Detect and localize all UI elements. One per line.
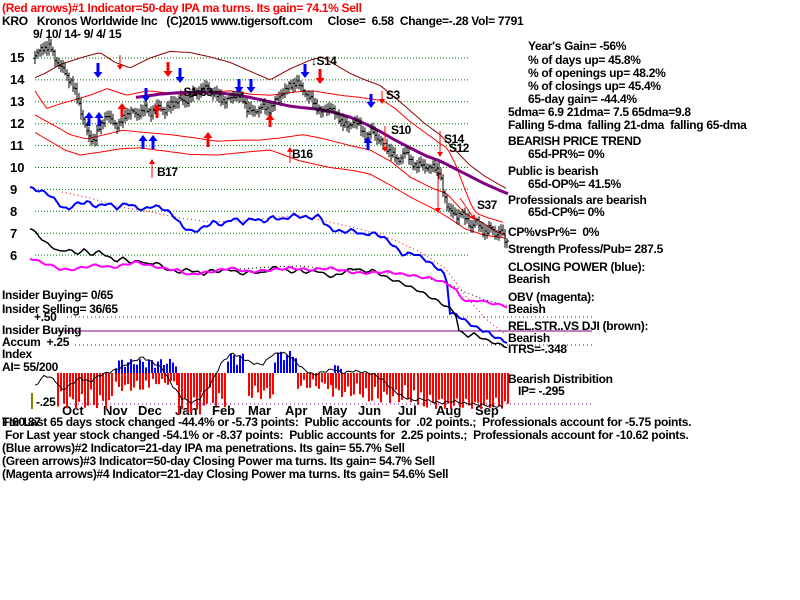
- stat-line-9: Public is bearish: [508, 164, 599, 178]
- signal-label-0: ↓S14: [311, 54, 337, 68]
- stat-line-12: 65d-CP%= 0%: [528, 205, 605, 219]
- month-mar: Mar: [248, 403, 272, 418]
- stat-line-6: Falling 5-dma falling 21-dma falling 65-…: [508, 118, 747, 132]
- indicator1-red-arrows-line: (Red arrows)#1 Indicator=50-day IPA ma t…: [2, 1, 362, 15]
- price-tick-8: 8: [10, 204, 18, 219]
- bottom-line-4: (Green arrows)#3 Indicator=50-day Closin…: [2, 454, 435, 468]
- bottom-line-3: (Blue arrows)#2 Indicator=21-day IPA ma …: [2, 441, 405, 455]
- month-dec: Dec: [138, 403, 162, 418]
- bottom-line-1: For Last 65 days stock changed -44.4% or…: [2, 415, 692, 429]
- stat-line-5: 5dma= 6.9 21dma= 7.5 65dma=9.8: [508, 105, 691, 119]
- price-tick-6: 6: [10, 248, 18, 263]
- stat-line-1: % of days up= 45.8%: [528, 53, 641, 67]
- price-tick-9: 9: [10, 182, 18, 197]
- signal-label-8: B16: [292, 147, 313, 161]
- stat-line-4: 65-day gain= -44.4%: [528, 92, 637, 106]
- signal-label-2: S3: [386, 88, 400, 102]
- price-tick-7: 7: [10, 226, 18, 241]
- signal-label-5: S12: [449, 141, 469, 155]
- stat-line-16: Bearish: [508, 272, 550, 286]
- month-may: May: [322, 403, 348, 418]
- stat-line-23: IP= -.295: [518, 384, 565, 398]
- date-range: 9/ 10/ 14- 9/ 4/ 15: [33, 27, 122, 41]
- month-aug: Aug: [436, 403, 462, 418]
- stat-line-17: OBV (magenta):: [508, 290, 595, 304]
- stat-line-15: CLOSING POWER (blue):: [508, 260, 646, 274]
- stat-line-11: Professionals are bearish: [508, 193, 647, 207]
- stat-line-10: 65d-OP%= 41.5%: [528, 177, 621, 191]
- stat-line-8: 65d-PR%= 0%: [528, 147, 605, 161]
- price-tick-15: 15: [10, 50, 25, 65]
- stat-line-14: Strength Profess/Pub= 287.5: [508, 242, 663, 256]
- price-tick-11: 11: [10, 138, 24, 153]
- signal-label-6: S37: [477, 198, 497, 212]
- stat-line-2: % of openings up= 48.2%: [528, 66, 666, 80]
- stat-line-13: CP%vsPr%= 0%: [508, 225, 600, 239]
- left-label-3: Insider Buying: [2, 323, 82, 337]
- month-feb: Feb: [212, 403, 236, 418]
- month-nov: Nov: [103, 403, 128, 418]
- signal-label-4: S14: [444, 132, 464, 146]
- left-label-5: Index: [2, 347, 32, 361]
- price-tick-13: 13: [10, 94, 25, 109]
- bottom-line-5: (Magenta arrows)#4 Indicator=21-day Clos…: [2, 467, 449, 481]
- signal-label-1: ↓S1 63: [178, 85, 213, 99]
- left-label-0: Insider Buying= 0/65: [2, 288, 114, 302]
- stat-line-19: REL.STR..VS DJI (brown):: [508, 319, 649, 333]
- left-label-1: Insider Selling= 36/65: [2, 302, 118, 316]
- left-label-6: AI= 55/200: [2, 360, 59, 374]
- bottom-line-0: TI60.87: [2, 415, 41, 429]
- price-tick-12: 12: [10, 116, 25, 131]
- stat-line-3: % of closings up= 45.4%: [528, 79, 661, 93]
- signal-label-7: B17: [157, 165, 178, 179]
- month-jul: Jul: [398, 403, 417, 418]
- left-label-7: -.25: [36, 395, 56, 409]
- stat-line-21: ITRS=-.348: [508, 342, 567, 356]
- stat-line-22: Bearish Distribition: [508, 372, 613, 386]
- stat-line-18: Beaish: [508, 302, 546, 316]
- bottom-line-2: For Last year stock changed -54.1% or -8…: [2, 428, 689, 442]
- left-label-2: +.50: [34, 310, 57, 324]
- ticker-title-line: KRO Kronos Worldwide Inc (C)2015 www.tig…: [2, 14, 524, 28]
- signal-label-3: S10: [391, 123, 411, 137]
- month-jun: Jun: [358, 403, 382, 418]
- month-apr: Apr: [285, 403, 308, 418]
- stat-line-20: Bearish: [508, 331, 550, 345]
- stat-line-0: Year's Gain= -56%: [528, 39, 627, 53]
- left-label-4: Accum +.25: [2, 335, 70, 349]
- stat-line-7: BEARISH PRICE TREND: [508, 134, 641, 148]
- price-tick-10: 10: [10, 160, 25, 175]
- price-tick-14: 14: [10, 72, 25, 87]
